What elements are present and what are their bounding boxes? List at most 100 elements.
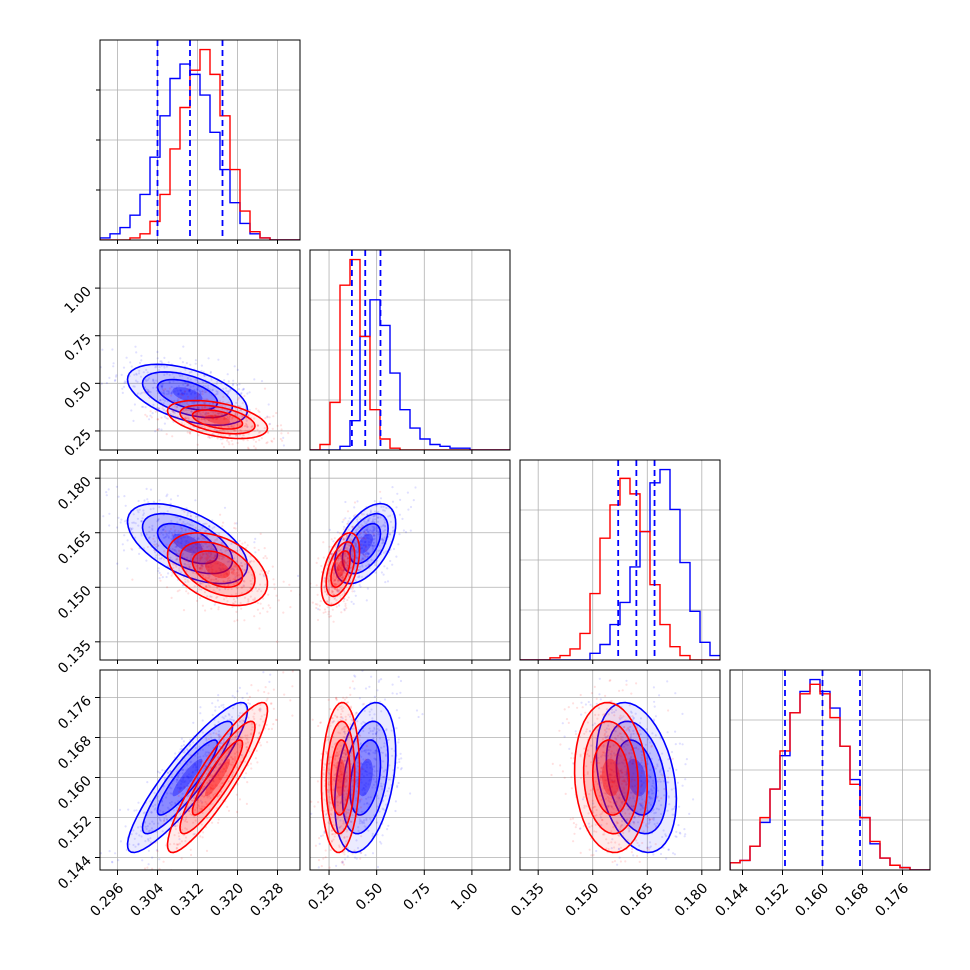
- scatter-point: [340, 611, 343, 614]
- scatter-point: [333, 596, 337, 599]
- scatter-point: [342, 569, 345, 572]
- scatter-point: [145, 388, 148, 391]
- scatter-point: [329, 756, 332, 759]
- scatter-point: [214, 555, 217, 558]
- scatter-point: [232, 578, 235, 581]
- scatter-point: [133, 837, 136, 840]
- scatter-point: [217, 575, 220, 579]
- scatter-point: [160, 361, 164, 364]
- scatter-point: [200, 760, 203, 763]
- scatter-point: [341, 756, 344, 759]
- scatter-point: [178, 518, 182, 521]
- scatter-point: [659, 737, 662, 740]
- scatter-point: [350, 600, 353, 603]
- scatter-point: [367, 563, 370, 566]
- scatter-point: [178, 550, 181, 553]
- scatter-point: [340, 574, 343, 577]
- scatter-point: [159, 819, 162, 822]
- scatter-point: [197, 801, 200, 804]
- scatter-point: [360, 814, 363, 817]
- scatter-point: [190, 410, 193, 413]
- scatter-point: [170, 800, 173, 804]
- scatter-point: [626, 882, 628, 884]
- scatter-point: [221, 555, 224, 559]
- scatter-point: [626, 772, 629, 776]
- scatter-point: [333, 579, 336, 582]
- scatter-point: [213, 554, 216, 557]
- scatter-point: [223, 418, 226, 421]
- scatter-point: [210, 545, 213, 548]
- scatter-point: [342, 863, 345, 866]
- scatter-point: [354, 543, 357, 546]
- scatter-point: [343, 836, 346, 840]
- scatter-point: [231, 775, 234, 778]
- scatter-point: [646, 762, 649, 766]
- scatter-point: [330, 602, 333, 605]
- scatter-point: [189, 363, 192, 366]
- scatter-point: [359, 568, 362, 571]
- scatter-point: [388, 764, 391, 767]
- scatter-point: [222, 575, 225, 578]
- scatter-point: [397, 741, 400, 744]
- scatter-point: [331, 590, 334, 593]
- scatter-point: [339, 713, 343, 716]
- scatter-point: [322, 541, 325, 544]
- scatter-point: [260, 590, 263, 593]
- scatter-point: [156, 418, 159, 421]
- scatter-point: [209, 414, 212, 418]
- scatter-point: [242, 434, 245, 437]
- contour-blue: [156, 522, 219, 565]
- scatter-point: [350, 550, 353, 553]
- scatter-point: [267, 728, 270, 731]
- scatter-point: [385, 506, 388, 510]
- scatter-point: [211, 775, 214, 778]
- scatter-point: [653, 823, 656, 826]
- scatter-point: [355, 790, 358, 793]
- scatter-point: [173, 533, 176, 536]
- scatter-point: [169, 792, 172, 795]
- scatter-point: [381, 524, 385, 527]
- scatter-point: [218, 735, 221, 738]
- scatter-point: [359, 539, 363, 543]
- scatter-point: [400, 767, 403, 770]
- scatter-point: [129, 527, 132, 530]
- scatter-point: [205, 558, 208, 561]
- scatter-point: [160, 428, 163, 431]
- scatter-point: [371, 544, 374, 548]
- scatter-point: [368, 517, 371, 520]
- scatter-point: [250, 684, 253, 687]
- scatter-point: [649, 776, 652, 779]
- scatter-point: [371, 773, 374, 776]
- scatter-point: [386, 580, 390, 583]
- scatter-point: [250, 582, 253, 586]
- scatter-point: [149, 508, 152, 511]
- scatter-point: [197, 418, 200, 421]
- scatter-point: [311, 718, 314, 721]
- scatter-point: [359, 527, 363, 530]
- scatter-point: [47, 342, 49, 344]
- scatter-point: [268, 422, 271, 425]
- scatter-point: [146, 916, 148, 918]
- scatter-point: [199, 712, 202, 715]
- histogram-red: [310, 258, 510, 450]
- scatter-point: [238, 383, 241, 386]
- scatter-point: [180, 537, 183, 541]
- scatter-point: [392, 547, 396, 551]
- scatter-point: [178, 567, 181, 570]
- scatter-point: [147, 537, 151, 540]
- scatter-point: [132, 829, 135, 832]
- scatter-point: [342, 577, 345, 580]
- scatter-point: [643, 770, 646, 773]
- scatter-point: [365, 797, 368, 800]
- scatter-point: [230, 567, 233, 570]
- scatter-point: [343, 853, 346, 856]
- scatter-point: [383, 509, 386, 512]
- scatter-point: [665, 857, 668, 860]
- scatter-point: [338, 757, 341, 760]
- scatter-point: [176, 494, 179, 497]
- scatter-point: [220, 430, 223, 433]
- scatter-point: [188, 388, 191, 392]
- scatter-point: [176, 411, 180, 414]
- scatter-point: [347, 666, 349, 668]
- scatter-point: [272, 578, 275, 581]
